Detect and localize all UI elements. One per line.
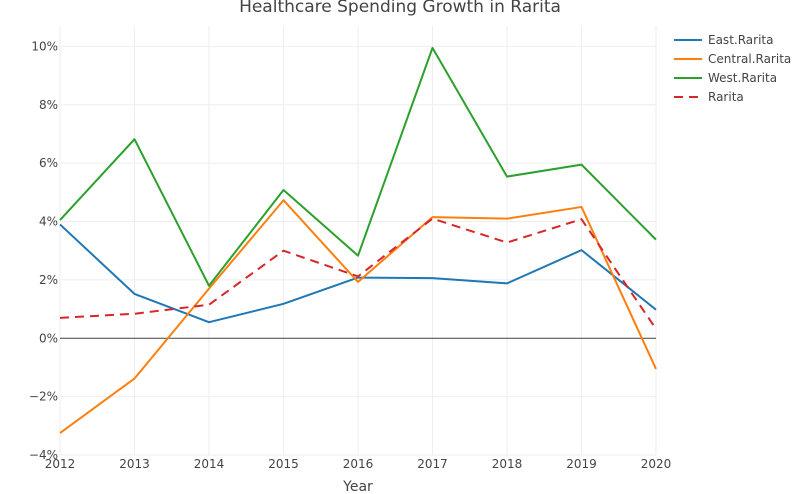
y-tick-label: 10%: [31, 39, 58, 53]
x-tick-label: 2016: [343, 457, 374, 471]
x-tick-label: 2015: [268, 457, 299, 471]
legend-item[interactable]: East.Rarita: [674, 33, 773, 47]
y-tick-label: 8%: [39, 98, 58, 112]
y-axis-ticks: −4% −2% 0% 2% 4% 6% 8% 10%: [29, 39, 58, 462]
series-line-east-rarita[interactable]: [59, 223, 657, 324]
x-axis-title: Year: [342, 479, 373, 494]
legend-item[interactable]: West.Rarita: [674, 71, 777, 85]
x-tick-label: 2019: [566, 457, 597, 471]
x-tick-label: 2017: [417, 457, 448, 471]
legend-label: East.Rarita: [708, 33, 773, 47]
series-line-rarita[interactable]: [59, 217, 657, 330]
y-tick-label: −2%: [29, 390, 58, 404]
x-tick-label: 2012: [45, 457, 76, 471]
y-tick-label: 4%: [39, 215, 58, 229]
series-line-central-rarita[interactable]: [59, 199, 657, 434]
y-tick-label: 2%: [39, 273, 58, 287]
gridlines: [59, 26, 657, 456]
legend-label: Rarita: [708, 90, 744, 104]
x-axis-ticks: 2012 2013 2014 2015 2016 2017 2018 2019 2020: [45, 457, 672, 471]
y-tick-label: 0%: [39, 331, 58, 345]
series-line-west-rarita[interactable]: [59, 46, 657, 287]
chart-title: Healthcare Spending Growth in Rarita: [239, 0, 561, 17]
legend[interactable]: East.Rarita Central.Rarita West.Rarita Rari…: [674, 33, 791, 104]
y-tick-label: −4%: [29, 448, 58, 462]
x-tick-label: 2014: [194, 457, 225, 471]
series-lines: [59, 46, 657, 434]
legend-item[interactable]: Central.Rarita: [674, 52, 791, 66]
x-tick-label: 2020: [641, 457, 672, 471]
legend-label: West.Rarita: [708, 71, 777, 85]
x-tick-label: 2013: [119, 457, 150, 471]
legend-label: Central.Rarita: [708, 52, 791, 66]
x-tick-label: 2018: [492, 457, 523, 471]
legend-item[interactable]: Rarita: [674, 90, 744, 104]
y-tick-label: 6%: [39, 156, 58, 170]
